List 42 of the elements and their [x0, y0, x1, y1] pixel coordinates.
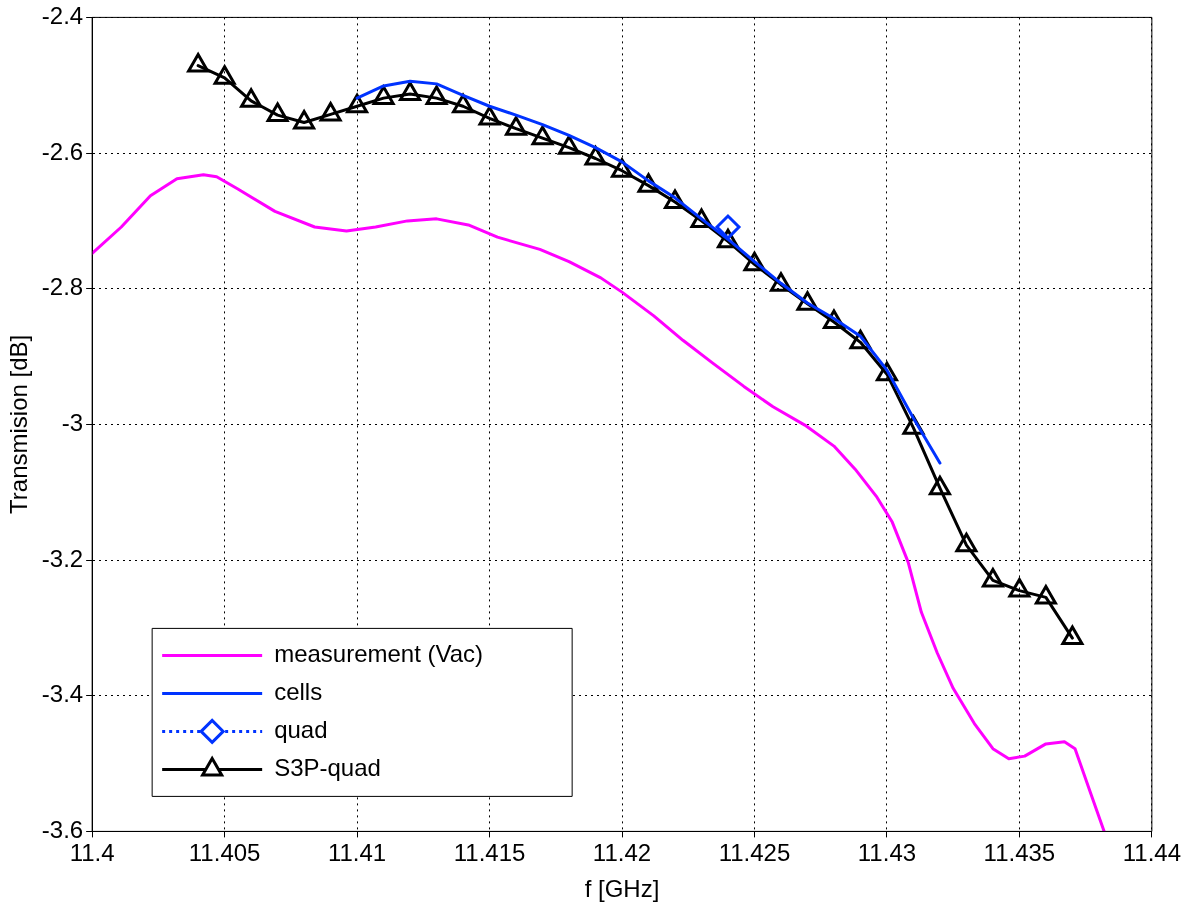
point: [346, 93, 369, 114]
x-tick-label: 11.44: [1122, 839, 1181, 867]
point: [319, 101, 342, 122]
point: [452, 93, 475, 114]
point: [240, 88, 263, 108]
point: [293, 110, 316, 130]
x-tick-label: 11.435: [983, 839, 1056, 867]
point: [1034, 584, 1057, 605]
legend-label: cells: [274, 678, 323, 706]
point: [928, 475, 951, 496]
point: [981, 567, 1004, 588]
x-tick-label: 11.41: [327, 839, 387, 867]
x-tick-label: 11.415: [453, 839, 526, 867]
point: [266, 102, 289, 123]
point: [955, 532, 978, 553]
point: [558, 135, 581, 155]
point: [531, 125, 554, 146]
point: [1008, 578, 1031, 598]
y-tick-label: -3.4: [41, 680, 84, 708]
x-tick-label: 11.42: [592, 839, 652, 867]
x-tick-label: 11.405: [188, 839, 261, 867]
point: [505, 116, 528, 136]
legend-label: measurement (Vac): [274, 640, 484, 668]
y-tick-label: -3: [61, 409, 84, 437]
point: [478, 105, 501, 126]
x-axis-title: f [GHz]: [584, 875, 660, 903]
point: [584, 145, 607, 166]
y-axis-title: Transmision [dB]: [5, 334, 33, 514]
point: [213, 65, 236, 85]
legend-label: S3P-quad: [274, 754, 381, 782]
y-tick-label: -3.2: [41, 544, 84, 572]
point: [425, 85, 448, 106]
point: [187, 53, 210, 73]
x-tick-label: 11.425: [718, 839, 791, 867]
point: [372, 85, 395, 106]
point: [1061, 625, 1084, 646]
legend-label: quad: [274, 716, 328, 744]
y-tick-label: -2.8: [41, 273, 84, 301]
y-tick-label: -2.6: [41, 137, 84, 165]
x-tick-label: 11.43: [857, 839, 917, 867]
y-tick-label: -2.4: [41, 2, 84, 30]
point: [399, 81, 422, 102]
